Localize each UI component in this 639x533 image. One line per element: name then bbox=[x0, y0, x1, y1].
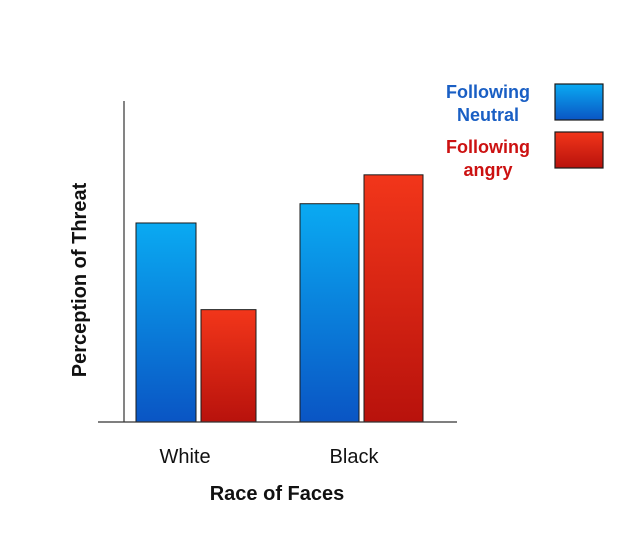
x-axis-title: Race of Faces bbox=[210, 483, 345, 505]
bars-group bbox=[135, 174, 424, 423]
y-axis-title: Perception of Threat bbox=[69, 182, 91, 377]
legend-label-neutral: Following Neutral bbox=[446, 82, 530, 125]
x-tick-labels: White Black bbox=[159, 446, 379, 468]
bar-black-neutral bbox=[299, 203, 360, 423]
bar-black-angry bbox=[363, 174, 424, 423]
bar-white-neutral bbox=[135, 222, 197, 423]
legend: Following Neutral Following angry bbox=[446, 82, 604, 180]
bar-white-angry bbox=[200, 309, 257, 423]
legend-swatch-angry bbox=[554, 131, 604, 169]
x-tick-label-black: Black bbox=[330, 446, 380, 468]
legend-label-angry: Following angry bbox=[446, 137, 530, 180]
legend-swatch-neutral bbox=[554, 83, 604, 121]
x-tick-label-white: White bbox=[159, 446, 210, 468]
